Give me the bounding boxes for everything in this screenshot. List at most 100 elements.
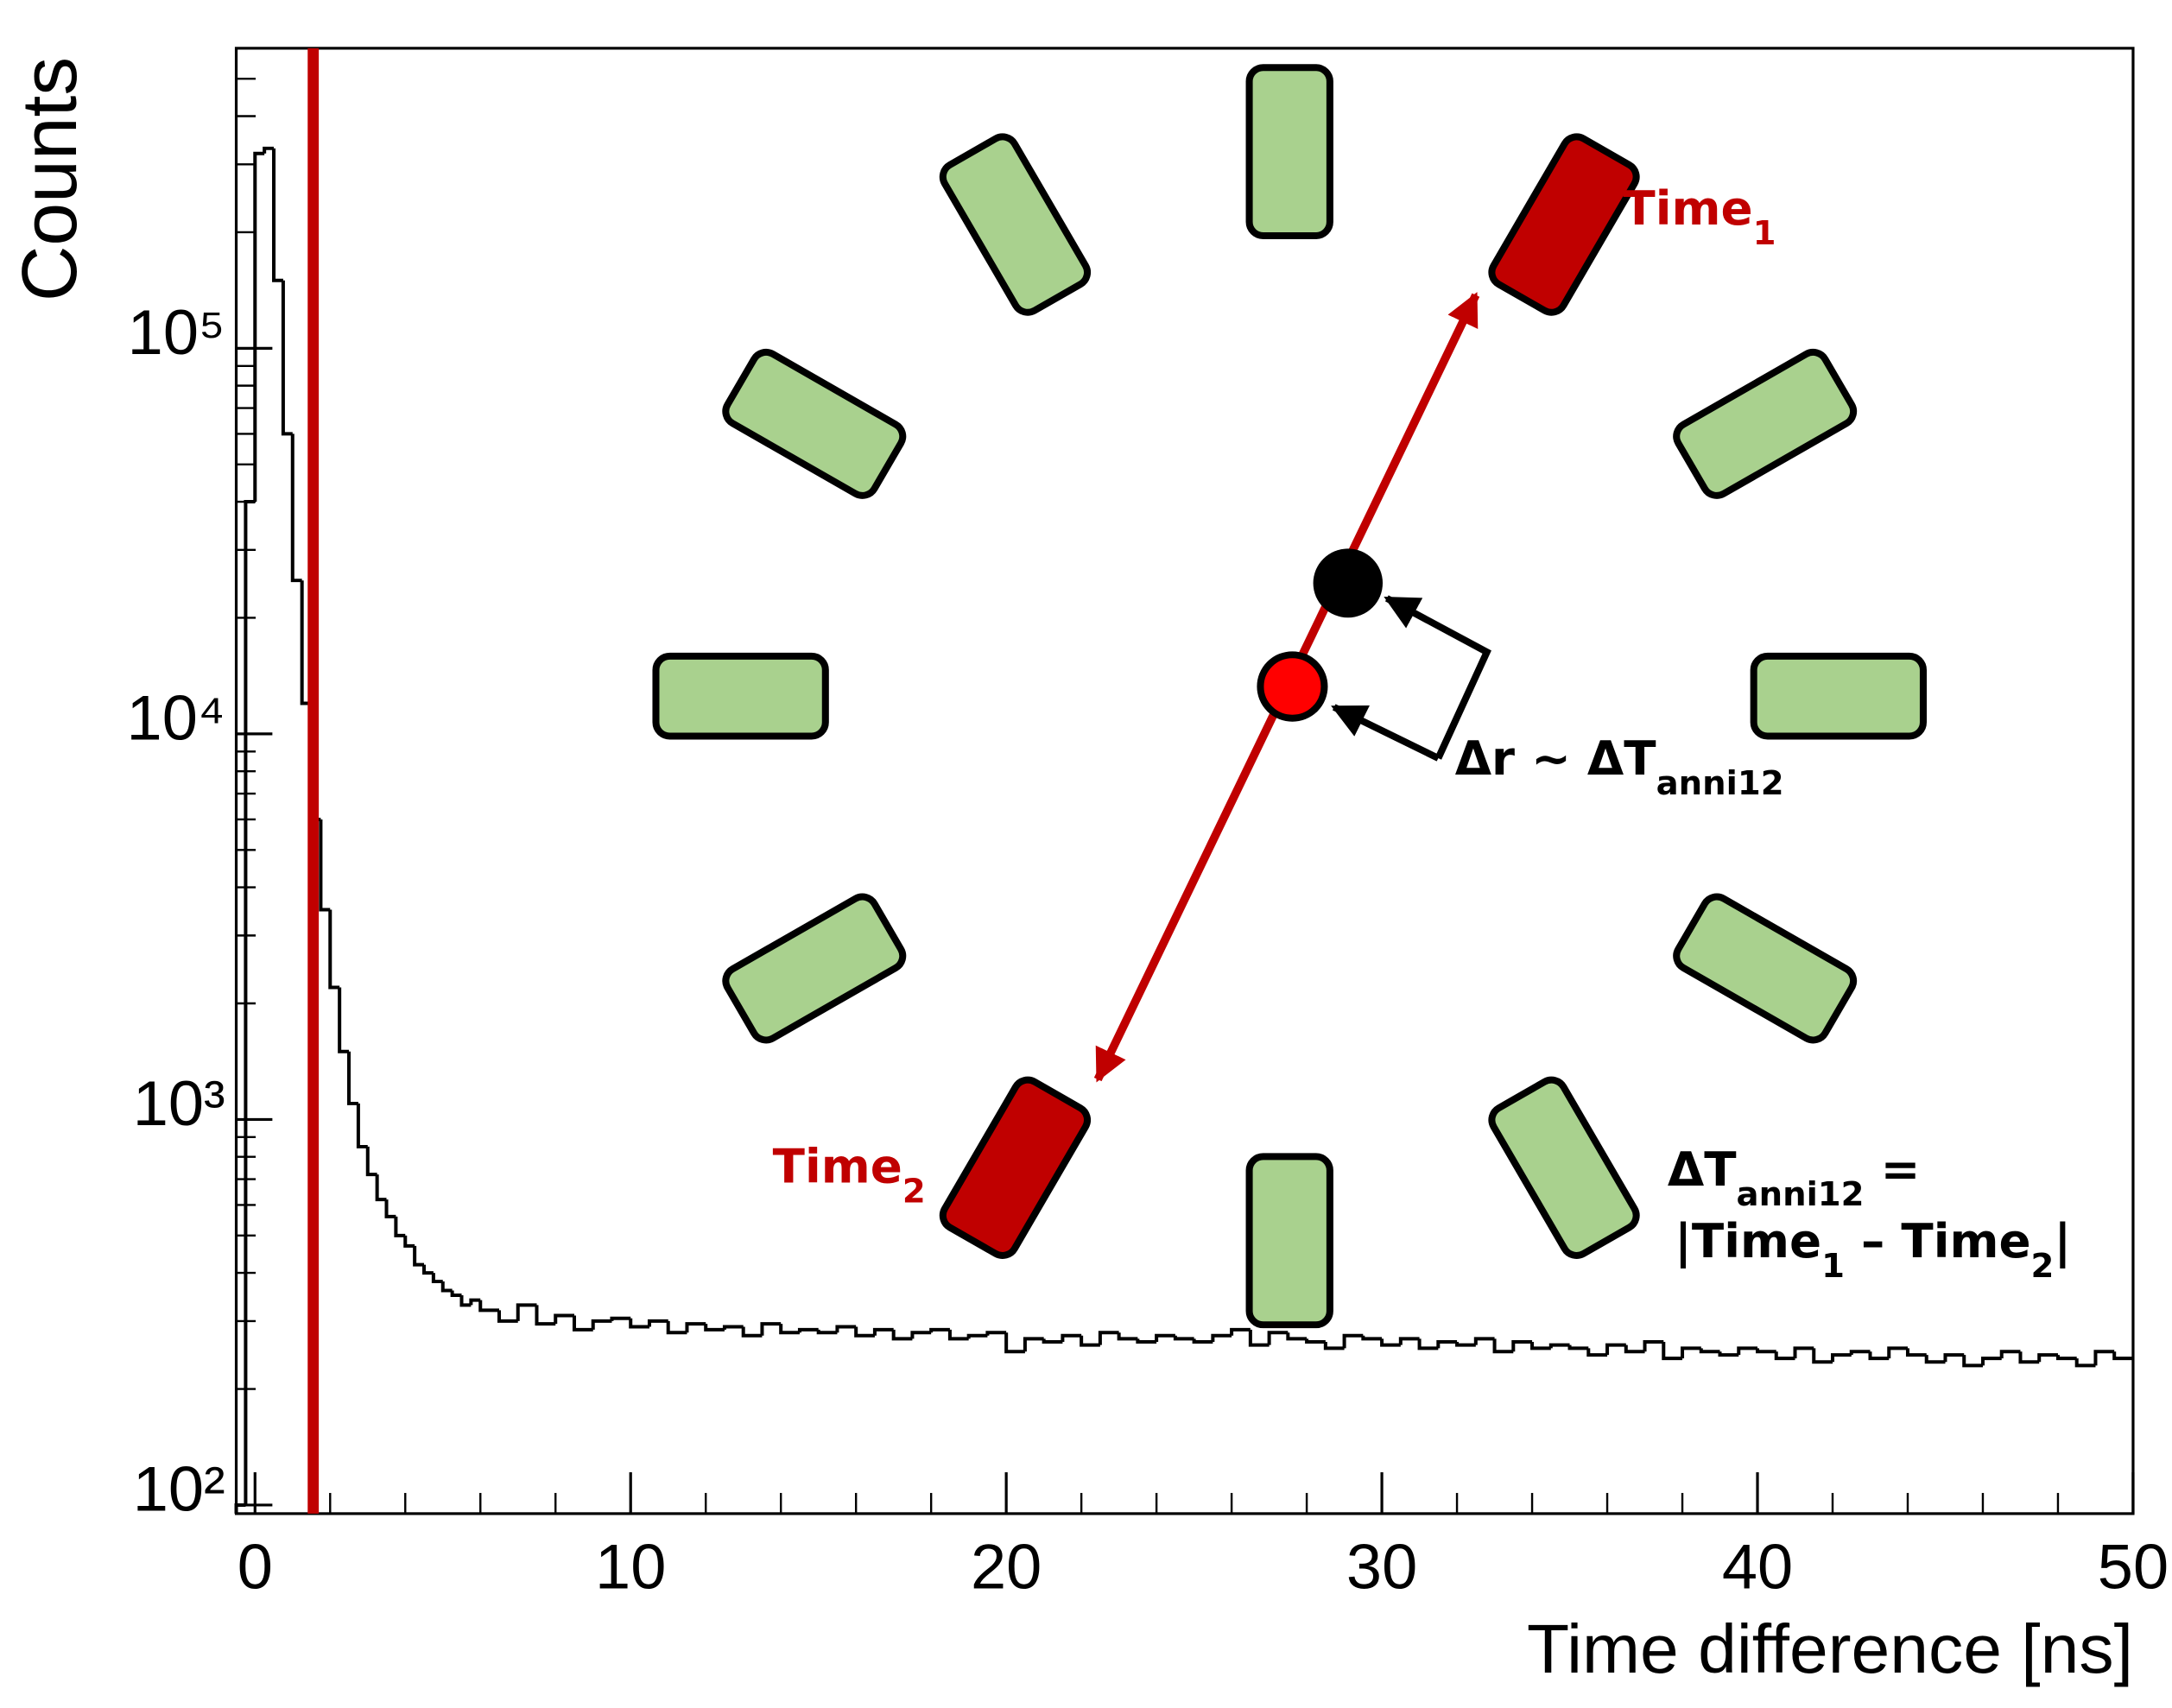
histogram-bin	[647, 1319, 668, 1327]
histogram-bin	[440, 1281, 453, 1293]
histogram-bin	[1924, 1355, 1946, 1364]
histogram-bin	[1023, 1337, 1044, 1352]
detector	[1750, 652, 1927, 740]
histogram-bin	[872, 1327, 894, 1336]
histogram-bin	[272, 148, 283, 282]
annotation: Time1	[1623, 180, 1776, 252]
histogram-bin	[431, 1273, 443, 1284]
histogram-bin	[554, 1313, 574, 1325]
histogram-bin	[1567, 1344, 1589, 1351]
histogram-bin	[572, 1315, 593, 1332]
detector	[652, 652, 829, 740]
histogram-bin	[1755, 1348, 1776, 1354]
histogram-bin	[1662, 1341, 1683, 1361]
annotation: Time2	[773, 1139, 926, 1211]
histogram-bin	[1042, 1338, 1063, 1344]
histogram-bin	[1643, 1339, 1664, 1352]
histogram-bin	[253, 151, 265, 503]
histogram-bin	[629, 1318, 649, 1329]
histogram-bin	[985, 1331, 1007, 1336]
histogram-bin	[2093, 1350, 2115, 1366]
histogram-bin	[1605, 1343, 1626, 1356]
histogram-bin	[2112, 1351, 2133, 1361]
y-tick-label: 10⁵	[128, 296, 225, 368]
histogram-bin	[722, 1325, 744, 1330]
histogram-bin	[947, 1329, 969, 1341]
subscript: 2	[902, 1172, 926, 1211]
histogram-bin	[1868, 1351, 1890, 1361]
histogram-bin	[816, 1329, 838, 1335]
annotation: |Time1 – Time2|	[1675, 1213, 2071, 1285]
histogram-bin	[403, 1235, 415, 1248]
histogram-bin	[1774, 1351, 1795, 1361]
histogram-bin	[319, 819, 331, 912]
histogram-bin	[741, 1326, 763, 1338]
histogram-bin	[1905, 1348, 1927, 1357]
histogram-bin	[704, 1324, 725, 1332]
histogram-bin	[1699, 1348, 1720, 1354]
histogram-bin	[1380, 1338, 1401, 1347]
x-axis-label: Time difference [ns]	[1527, 1610, 2133, 1687]
histogram-bin	[497, 1310, 518, 1323]
histogram-bin	[2074, 1358, 2096, 1368]
histogram-bin	[966, 1333, 988, 1339]
annotation: Δr ~ ΔTanni12	[1455, 731, 1784, 802]
histogram-bin	[1999, 1350, 2021, 1359]
histogram-bin	[2018, 1351, 2040, 1364]
histogram-bin	[1943, 1353, 1965, 1363]
histogram-bin	[1681, 1346, 1701, 1359]
histogram-bin	[891, 1329, 913, 1341]
detector	[1488, 1076, 1640, 1259]
detector	[1245, 64, 1333, 239]
detector	[1245, 1153, 1333, 1329]
histogram-bin	[666, 1320, 687, 1335]
histogram	[234, 146, 2133, 1514]
x-tick-label: 0	[237, 1531, 273, 1603]
y-tick-label: 10⁴	[127, 682, 225, 754]
annotation-text: |	[2054, 1213, 2071, 1269]
histogram-bin	[779, 1324, 800, 1335]
x-tick-label: 50	[2098, 1531, 2169, 1603]
histogram-bin	[1098, 1331, 1119, 1345]
histogram-bin	[1417, 1338, 1439, 1351]
histogram-bin	[394, 1216, 406, 1237]
histogram-bin	[413, 1245, 425, 1267]
annotation: ΔTanni12 =	[1668, 1142, 1921, 1213]
subscript: 2	[2031, 1247, 2055, 1286]
y-tick-label: 10²	[133, 1453, 225, 1525]
histogram-bin	[1548, 1343, 1570, 1349]
histogram-bin	[1173, 1335, 1194, 1341]
histogram-bin	[610, 1316, 631, 1321]
delta-r-arrow	[1331, 704, 1441, 762]
histogram-bin	[421, 1264, 434, 1275]
histogram-bin	[760, 1322, 782, 1336]
histogram-bin	[290, 433, 302, 583]
histogram-bin	[365, 1146, 377, 1177]
histogram-bin	[1511, 1339, 1533, 1352]
detector-diagram: Time1 Time2 Δr ~ ΔTanni12 ΔTanni12 =|Time1 …	[652, 64, 2071, 1329]
histogram-bin	[263, 146, 275, 154]
histogram-bin	[375, 1174, 387, 1202]
histogram-bin	[1530, 1341, 1551, 1351]
histogram-bin	[338, 987, 350, 1053]
histogram-bin	[1812, 1348, 1833, 1364]
histogram-bin	[1155, 1333, 1175, 1342]
histogram-bin	[1436, 1339, 1458, 1349]
histogram-bin	[1398, 1337, 1420, 1345]
histogram-bin	[1887, 1346, 1908, 1359]
histogram-bin	[797, 1327, 819, 1333]
annotation-text: ΔT	[1668, 1142, 1737, 1197]
histogram-bin	[516, 1303, 537, 1321]
plot-frame	[234, 47, 2135, 1515]
x-tick-label: 10	[595, 1531, 666, 1603]
detector	[1488, 133, 1640, 316]
histogram-bin	[2037, 1353, 2058, 1363]
detector	[939, 133, 1092, 316]
detector	[722, 348, 907, 499]
annotation-text: – Time	[1845, 1213, 2031, 1268]
histogram-bin	[835, 1325, 857, 1333]
histogram-bin	[1267, 1331, 1289, 1345]
histogram-bin	[1323, 1341, 1345, 1351]
detector	[722, 893, 907, 1044]
